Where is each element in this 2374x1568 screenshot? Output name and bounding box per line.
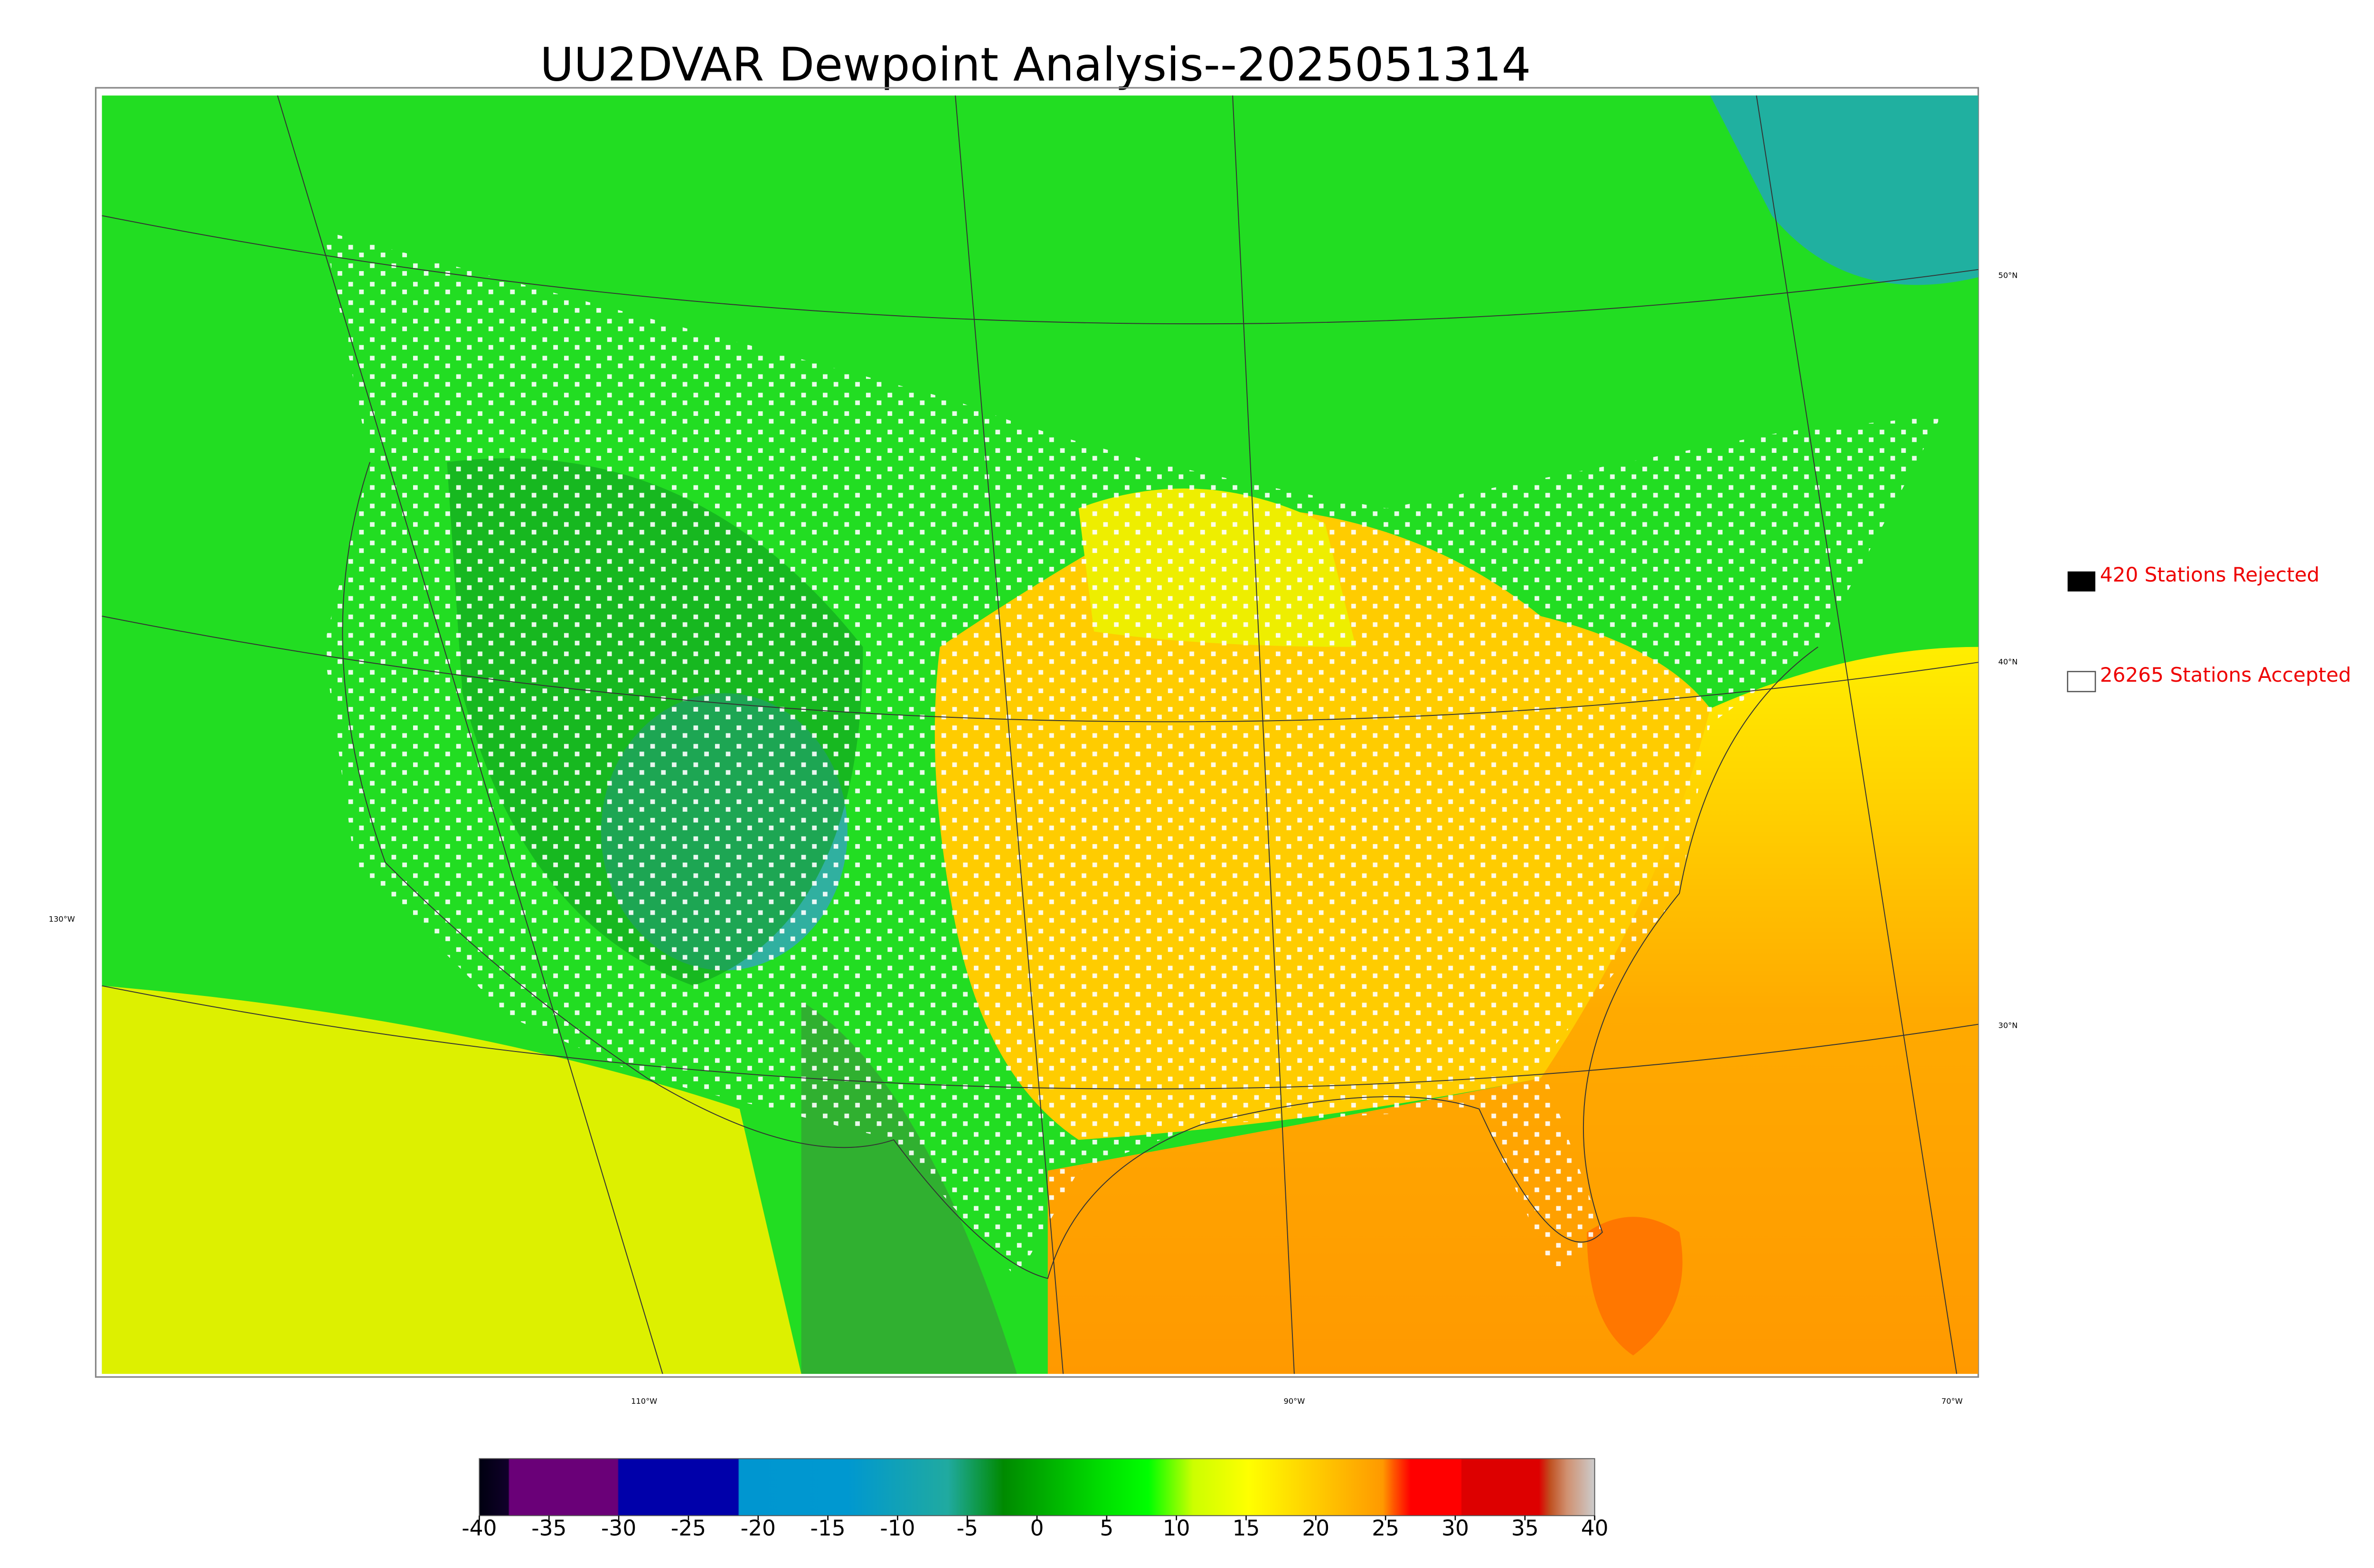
colorbar-tick-label: -35 xyxy=(531,1515,566,1540)
lat-label: 50°N xyxy=(1998,271,2018,280)
colorbar-tick-label: -5 xyxy=(957,1515,978,1540)
colorbar-tick-label: -40 xyxy=(462,1515,497,1540)
lon-label: 70°W xyxy=(1941,1397,1963,1406)
colorbar-tick-label: -25 xyxy=(671,1515,706,1540)
colorbar-tick-label: -15 xyxy=(810,1515,846,1540)
legend-label: 420 Stations Rejected xyxy=(2100,563,2319,586)
colorbar-tick-label: 10 xyxy=(1163,1515,1190,1540)
colorbar-tick-label: 20 xyxy=(1302,1515,1329,1540)
colorbar xyxy=(479,1458,1595,1516)
map xyxy=(102,95,1978,1374)
lon-label: 90°W xyxy=(1284,1397,1305,1406)
legend-swatch xyxy=(2067,571,2096,592)
colorbar-tick-label: 0 xyxy=(1030,1515,1044,1540)
legend-label: 26265 Stations Accepted xyxy=(2100,663,2351,686)
lon-label: 130°W xyxy=(49,915,75,924)
colorbar-tick-label: -20 xyxy=(741,1515,776,1540)
colorbar-tick-label: 15 xyxy=(1233,1515,1260,1540)
lat-label: 30°N xyxy=(1998,1021,2018,1030)
colorbar-tick-label: -10 xyxy=(880,1515,915,1540)
legend-swatch xyxy=(2067,671,2096,693)
colorbar-tick-label: 35 xyxy=(1511,1515,1539,1540)
colorbar-tick-label: 30 xyxy=(1441,1515,1469,1540)
colorbar-tick-label: 25 xyxy=(1372,1515,1399,1540)
colorbar-tick-label: 5 xyxy=(1100,1515,1113,1540)
lat-label: 40°N xyxy=(1998,657,2018,667)
lon-label: 110°W xyxy=(631,1397,657,1406)
colorbar-tick-label: -30 xyxy=(601,1515,636,1540)
colorbar-tick-label: 40 xyxy=(1581,1515,1609,1540)
title: UU2DVAR Dewpoint Analysis--2025051314 xyxy=(540,38,1531,92)
